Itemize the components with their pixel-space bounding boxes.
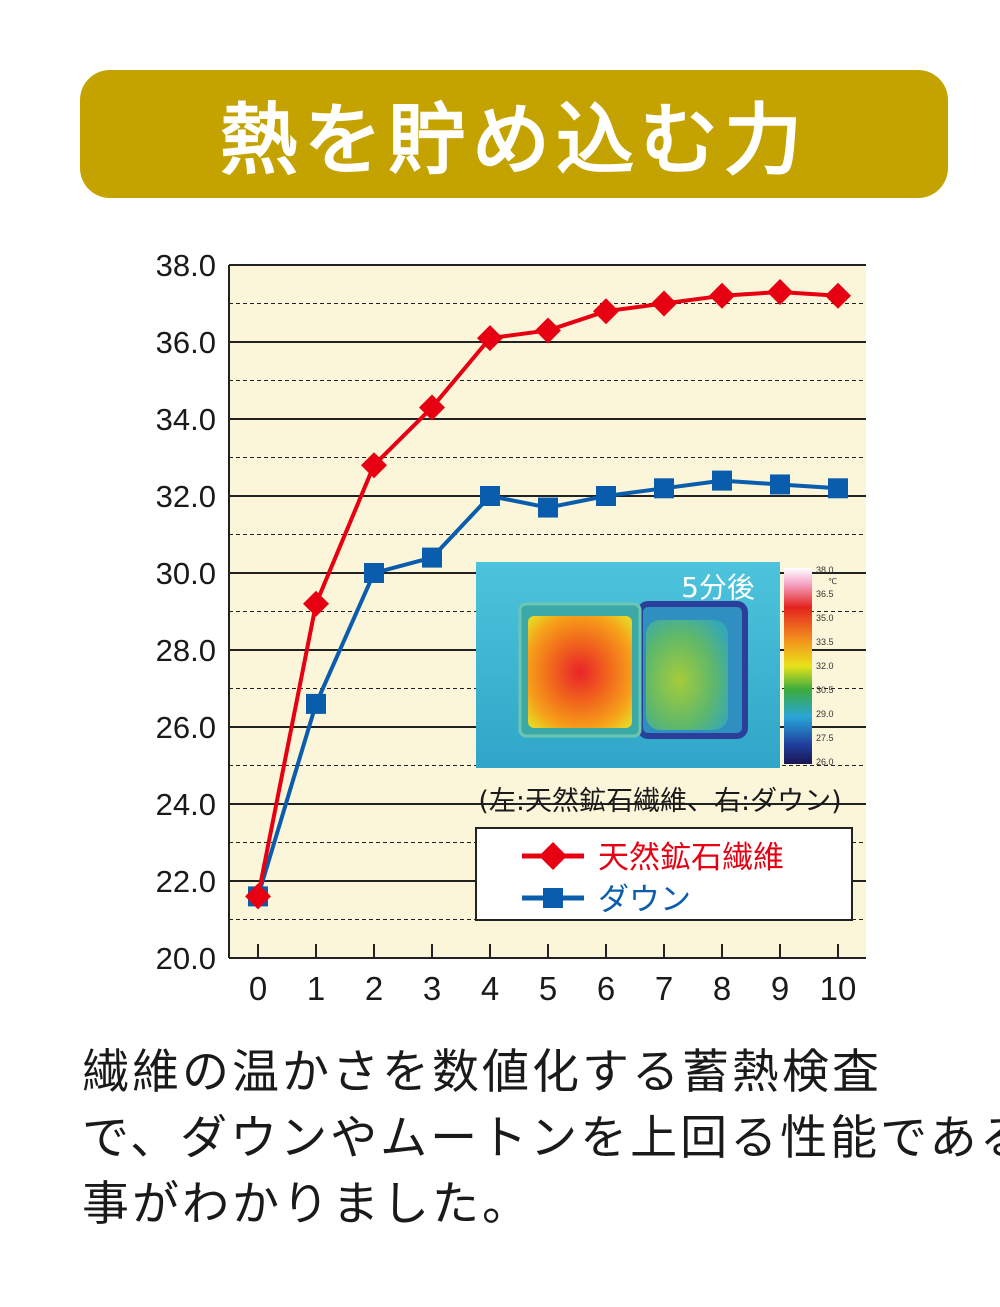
description-line-3: 事がわかりました。: [82, 1177, 532, 1232]
data-point-mineral: [651, 290, 677, 317]
x-tick-label: 7: [655, 970, 673, 1007]
y-tick-label: 20.0: [156, 941, 216, 976]
x-tick-label: 4: [481, 970, 499, 1007]
x-tick-label: 0: [249, 970, 267, 1007]
data-point-mineral: [825, 282, 851, 309]
axes: [228, 265, 866, 959]
x-tick-label: 3: [423, 970, 441, 1007]
series-markers: [245, 278, 851, 910]
legend-marker-down: [543, 888, 563, 908]
x-tick-label: 10: [820, 970, 857, 1007]
scale-labels: 38.0 36.5 35.0 33.5 32.0 30.5 29.0 27.5 26.0: [816, 565, 834, 767]
data-point-down: [770, 474, 790, 495]
x-tick-label: 5: [539, 970, 557, 1007]
data-point-mineral: [477, 325, 503, 352]
scale-label: 29.0: [816, 709, 834, 719]
y-tick-label: 28.0: [156, 633, 216, 668]
data-point-down: [828, 478, 848, 499]
scale-label: 32.0: [816, 661, 834, 671]
legend-label-mineral: 天然鉱石繊維: [598, 840, 784, 876]
description-line-1: 繊維の温かさを数値化する蓄熱検査: [82, 1045, 882, 1100]
thermal-mineral-hot-area: [528, 616, 632, 728]
data-point-mineral: [245, 883, 271, 910]
data-point-mineral: [419, 394, 445, 421]
scale-label: 27.5: [816, 733, 834, 743]
scale-label: 26.0: [816, 757, 834, 767]
y-tick-labels: 20.0 22.0 24.0 26.0 28.0 30.0 32.0 34.0 36.0 38.0: [156, 248, 216, 976]
data-point-down: [596, 486, 616, 506]
scale-label: 36.5: [816, 589, 834, 599]
y-tick-label: 38.0: [156, 248, 216, 283]
data-point-down: [480, 486, 500, 506]
scale-label: 33.5: [816, 637, 834, 647]
data-point-down: [364, 563, 384, 583]
data-point-down: [306, 693, 326, 714]
scale-unit: ℃: [828, 577, 837, 586]
legend-box: [475, 827, 853, 921]
data-point-mineral: [767, 278, 793, 305]
data-point-mineral: [593, 298, 619, 325]
legend: 天然鉱石繊維 ダウン: [475, 827, 853, 921]
description-line-2: で、ダウンやムートンを上回る性能である: [82, 1111, 1000, 1166]
y-tick-label: 22.0: [156, 864, 216, 899]
legend-marker-mineral: [539, 842, 567, 870]
thermal-down-warm-area: [646, 620, 728, 730]
y-tick-label: 30.0: [156, 556, 216, 591]
x-tick-labels: 0 1 2 3 4 5 6 7 8 9 10: [249, 970, 857, 1007]
data-point-mineral: [535, 317, 561, 344]
inset-label: 5分後: [681, 571, 755, 604]
x-tick-label: 1: [307, 970, 325, 1007]
x-tick-label: 6: [597, 970, 615, 1007]
y-tick-label: 36.0: [156, 325, 216, 360]
data-point-mineral: [709, 282, 735, 309]
x-tick-label: 2: [365, 970, 383, 1007]
y-tick-label: 24.0: [156, 787, 216, 822]
y-tick-label: 32.0: [156, 479, 216, 514]
scale-label: 30.5: [816, 685, 834, 695]
data-point-down: [538, 497, 558, 518]
description-text: 繊維の温かさを数値化する蓄熱検査 で、ダウンやムートンを上回る性能である 事がわ…: [82, 1040, 1000, 1238]
inset-caption: (左:天然鉱石繊維、右:ダウン): [478, 786, 841, 817]
data-point-mineral: [361, 452, 387, 479]
legend-label-down: ダウン: [598, 882, 691, 918]
x-tick-label: 9: [771, 970, 789, 1007]
scale-label: 35.0: [816, 613, 834, 623]
data-point-down: [654, 478, 674, 499]
x-tick-label: 8: [713, 970, 731, 1007]
data-point-mineral: [303, 590, 329, 617]
y-tick-label: 34.0: [156, 402, 216, 437]
thermal-image-inset: 5分後 ℃ 38.0 36.5 35.0 33.5 32.0 30.5 29.0 27.5 26…: [476, 562, 837, 768]
data-point-down: [712, 470, 732, 491]
page-title: 熱を貯め込む力: [219, 96, 808, 186]
y-tick-label: 26.0: [156, 710, 216, 745]
scale-label: 38.0: [816, 565, 834, 575]
line-chart: 20.0 22.0 24.0 26.0 28.0 30.0 32.0 34.0 36.0 38.0…: [156, 248, 866, 1007]
title-banner: 熱を貯め込む力: [80, 70, 948, 198]
temperature-scale-bar: [784, 568, 812, 764]
data-point-down: [422, 547, 442, 568]
